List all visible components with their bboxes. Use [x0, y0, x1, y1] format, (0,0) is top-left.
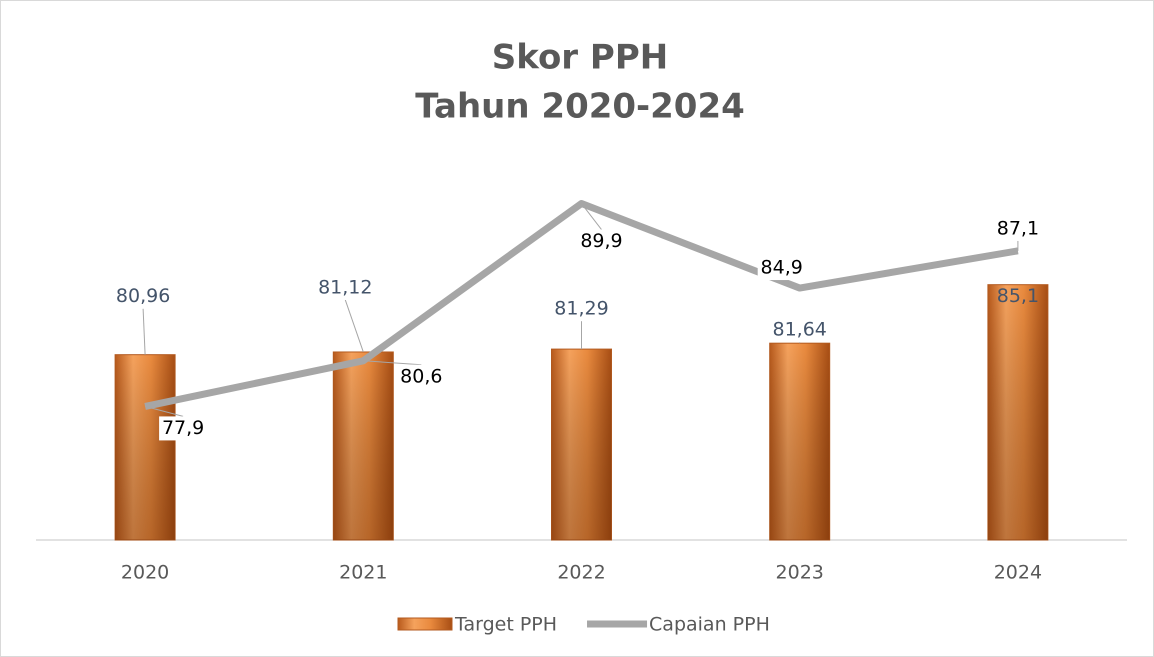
chart-subtitle: Tahun 2020-2024 — [415, 87, 745, 127]
label-bg — [119, 284, 168, 309]
leader-line — [344, 299, 364, 353]
label-bg — [993, 216, 1042, 241]
data-label: 85,1 — [997, 285, 1039, 307]
legend-label: Target PPH — [454, 614, 557, 636]
bar-shade — [769, 343, 830, 540]
data-label: 80,96 — [116, 285, 170, 307]
label-bg — [775, 318, 824, 343]
x-tick-label: 2023 — [776, 562, 824, 584]
data-label: 77,9 — [162, 417, 204, 439]
label-bg — [321, 275, 370, 300]
legend-label: Capaian PPH — [649, 614, 770, 636]
label-bg — [557, 297, 606, 322]
data-label: 87,1 — [997, 217, 1039, 239]
leader-line — [363, 360, 422, 366]
x-tick-label: 2024 — [994, 562, 1042, 584]
label-bg — [159, 416, 208, 441]
data-label: 81,12 — [318, 276, 372, 298]
label-bg — [397, 364, 446, 389]
data-label: 84,9 — [761, 257, 803, 279]
bar-shade — [333, 351, 394, 540]
label-bg — [757, 256, 806, 281]
leader-line — [581, 203, 602, 230]
leader-line — [142, 308, 146, 355]
x-tick-label: 2022 — [557, 562, 605, 584]
leader-line — [781, 279, 800, 289]
data-label: 81,29 — [554, 298, 608, 320]
x-tick-label: 2021 — [339, 562, 387, 584]
bar-shade — [551, 349, 612, 540]
bar-shade — [115, 354, 176, 540]
chart-title: Skor PPH — [492, 38, 668, 78]
x-tick-label: 2020 — [121, 562, 169, 584]
label-bg — [577, 229, 626, 254]
data-label: 89,9 — [580, 230, 622, 252]
leader-line — [144, 405, 184, 417]
legend-swatch — [397, 617, 453, 631]
data-label: 81,64 — [772, 319, 826, 341]
bar-shade — [987, 284, 1048, 540]
data-label: 80,6 — [400, 365, 442, 387]
